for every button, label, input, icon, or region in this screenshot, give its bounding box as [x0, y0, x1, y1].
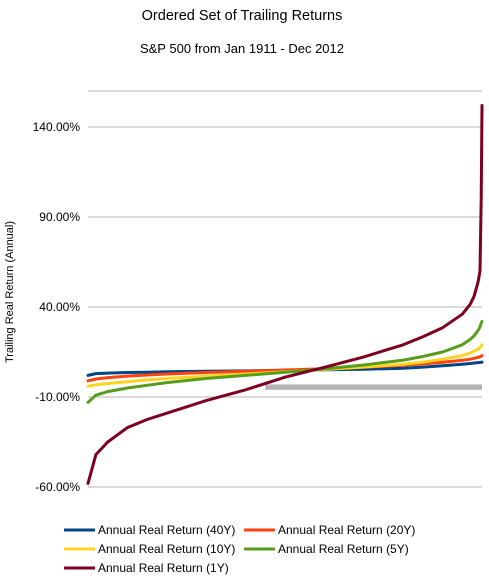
legend-label: Annual Real Return (5Y)	[278, 542, 409, 556]
y-tick-label: 140.00%	[33, 120, 81, 134]
legend-label: Annual Real Return (1Y)	[98, 561, 229, 575]
legend-label: Annual Real Return (20Y)	[278, 523, 415, 537]
legend: Annual Real Return (40Y) Annual Real Retu…	[64, 523, 415, 575]
legend-label: Annual Real Return (10Y)	[98, 542, 235, 556]
series-line	[86, 319, 484, 404]
highlight-band	[265, 384, 482, 390]
series-line	[86, 343, 484, 388]
legend-label: Annual Real Return (40Y)	[98, 523, 235, 537]
series-line	[86, 103, 484, 485]
chart-subtitle: S&P 500 from Jan 1911 - Dec 2012	[140, 41, 344, 56]
y-tick-label: -60.00%	[35, 480, 80, 494]
y-tick-label: 90.00%	[39, 210, 80, 224]
plot-area: -60.00% -10.00% 40.00% 90.00% 140.00%	[33, 90, 484, 494]
y-tick-label: 40.00%	[39, 300, 80, 314]
series-line	[86, 360, 484, 377]
chart-title: Ordered Set of Trailing Returns	[142, 8, 343, 24]
y-tick-label: -10.00%	[35, 390, 80, 404]
y-axis-label: Trailing Real Return (Annual)	[4, 221, 16, 363]
